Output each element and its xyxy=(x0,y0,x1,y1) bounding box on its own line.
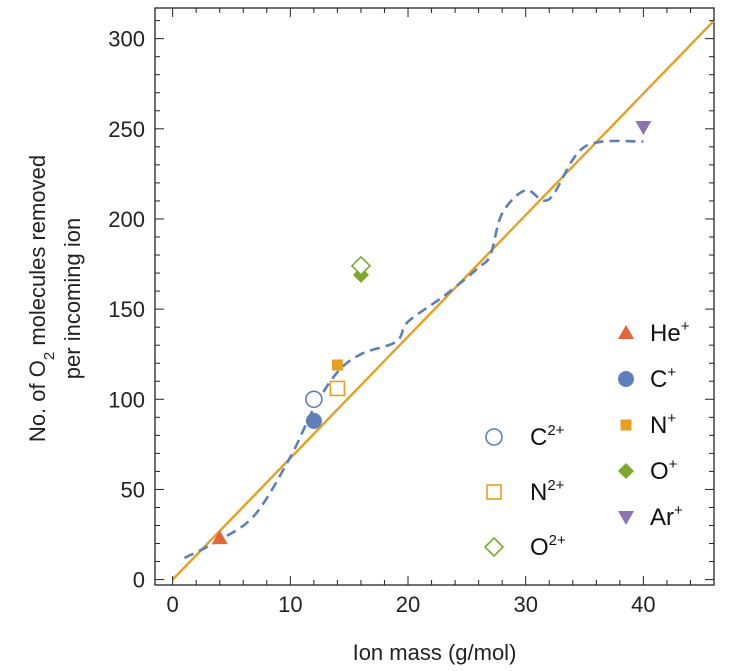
legend-marker xyxy=(618,325,634,339)
legend-label-charge: + xyxy=(674,502,683,519)
x-tick-label: 20 xyxy=(396,592,420,617)
legend-marker xyxy=(618,463,634,479)
legend-label-base: C xyxy=(530,424,547,451)
y-tick-label: 100 xyxy=(108,387,145,412)
y-axis-label-part-2: molecules removed xyxy=(25,155,50,352)
legend-label-base: N xyxy=(530,479,547,506)
plot-frame xyxy=(154,7,715,586)
legend-marker xyxy=(483,536,505,558)
fit-line xyxy=(171,19,715,581)
legend-label: He+ xyxy=(650,318,690,347)
y-axis-label-part-1: No. of O xyxy=(25,360,50,442)
legend-label-charge: + xyxy=(667,410,676,427)
y-tick-label: 0 xyxy=(133,568,145,593)
y-tick-label: 50 xyxy=(121,477,145,502)
data-point xyxy=(350,255,372,276)
y-axis-label-subscript: 2 xyxy=(41,352,58,360)
legend-marker xyxy=(620,419,632,431)
legend-label-base: O xyxy=(650,458,669,485)
legend-label-base: Ar xyxy=(650,504,674,531)
data-point xyxy=(305,412,322,429)
data-point xyxy=(635,121,652,136)
y-tick-label: 200 xyxy=(108,207,145,232)
legend-marker xyxy=(618,371,634,387)
legend: He+C+N+O+Ar+C2+N2+O2+ xyxy=(483,318,690,561)
legend-label: Ar+ xyxy=(650,502,683,531)
x-tick-label: 10 xyxy=(278,592,302,617)
legend-marker xyxy=(618,511,634,525)
legend-label-base: N xyxy=(650,412,667,439)
legend-label-base: He xyxy=(650,320,681,347)
ticks-group: 0 10 20 30 40 0 50 100 150 200 250 300 xyxy=(108,8,714,617)
x-tick-label: 0 xyxy=(167,592,179,617)
legend-label-charge: + xyxy=(667,364,676,381)
plot-border xyxy=(154,7,715,586)
data-point xyxy=(305,390,323,409)
y-axis-label-line2: per incoming ion xyxy=(60,218,85,379)
legend-label: C+ xyxy=(650,364,676,393)
legend-label: N2+ xyxy=(530,477,565,506)
data-point xyxy=(331,359,343,371)
legend-label-charge: + xyxy=(669,456,678,473)
y-tick-label: 250 xyxy=(108,117,145,142)
y-tick-label: 150 xyxy=(108,297,145,322)
legend-label: O2+ xyxy=(530,532,566,561)
x-tick-label: 30 xyxy=(513,592,537,617)
legend-label-charge: + xyxy=(681,318,690,335)
legend-label-charge: 2+ xyxy=(547,477,564,494)
x-tick-label: 40 xyxy=(631,592,655,617)
markers-group xyxy=(211,121,652,545)
legend-marker xyxy=(486,484,502,500)
legend-label: O+ xyxy=(650,456,678,485)
y-axis-label-line1: No. of O2 molecules removed xyxy=(25,155,58,442)
legend-label-charge: 2+ xyxy=(549,532,566,549)
legend-label: N+ xyxy=(650,410,676,439)
fit-line-group xyxy=(171,19,715,581)
y-tick-label: 300 xyxy=(108,27,145,52)
legend-label-charge: 2+ xyxy=(547,422,564,439)
dashed-curve xyxy=(183,139,644,560)
data-point xyxy=(329,380,346,397)
x-axis-label: Ion mass (g/mol) xyxy=(353,640,517,665)
legend-label: C2+ xyxy=(530,422,565,451)
legend-label-base: C xyxy=(650,366,667,393)
data-point xyxy=(211,530,228,545)
dashed-curve-group xyxy=(183,139,644,560)
legend-label-base: O xyxy=(530,534,549,561)
legend-marker xyxy=(485,428,503,446)
